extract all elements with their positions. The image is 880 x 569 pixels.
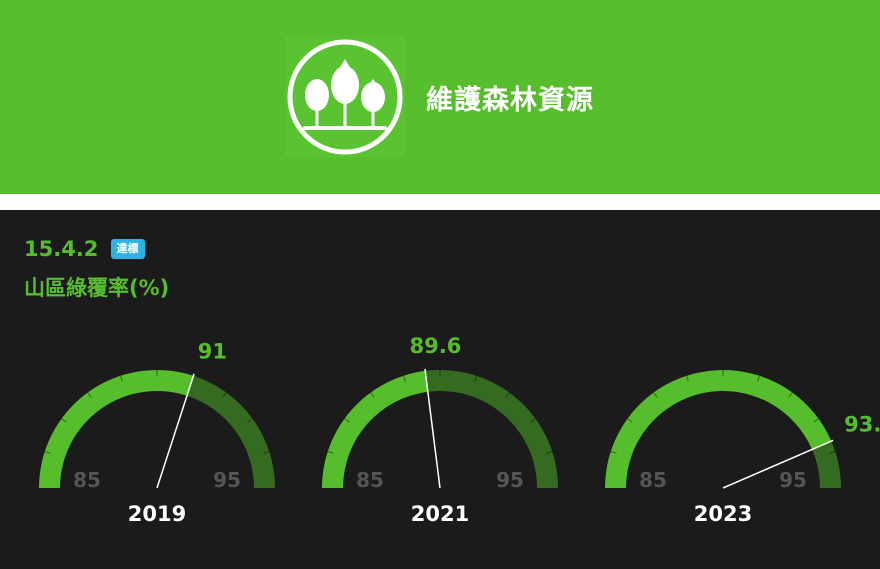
gauge-remainder-2021: [425, 370, 558, 488]
indicator-name: 山區綠覆率(%): [24, 276, 170, 300]
gauge-min-label: 85: [639, 468, 667, 492]
header-banner: 維護森林資源: [0, 0, 880, 194]
gauge-needle-2019: [156, 373, 195, 489]
status-badge: 達標: [110, 239, 145, 259]
gauge-min-label: 85: [73, 468, 101, 492]
gauge-tick: [829, 451, 836, 454]
gauge-tick: [505, 392, 510, 398]
gauge-min-label: 85: [356, 468, 384, 492]
gauge-tick: [120, 375, 123, 382]
gauge-tick: [247, 418, 253, 423]
gauge-tick: [686, 375, 689, 382]
gauge-remainder-2019: [186, 375, 275, 488]
gauge-fill-2023: [605, 370, 832, 488]
indicator-panel: 15.4.2 達標 山區綠覆率(%) 91 85 95 2019 89.6 85 95 202…: [0, 210, 880, 569]
gauge-year-label-2019: 2019: [128, 502, 186, 526]
gauge-tick: [344, 418, 350, 423]
gauge-tick: [610, 451, 617, 454]
gauge-year-label-2021: 2021: [411, 502, 469, 526]
gauge-value-label-2021: 89.6: [410, 335, 462, 358]
gauge-value-label-2019: 91: [198, 339, 227, 363]
gauge-fill-2019: [39, 370, 194, 488]
gauge-tick: [263, 451, 270, 454]
gauge-tick: [370, 392, 375, 398]
gauge-tick: [222, 392, 227, 398]
gauge-tick: [403, 375, 406, 382]
gauge-year-label-2023: 2023: [694, 502, 752, 526]
gauge-needle-2021: [424, 368, 441, 489]
indicator-heading: 15.4.2 達標: [24, 237, 145, 265]
gauge-tick: [813, 418, 819, 423]
gauge-tick: [546, 451, 553, 454]
gauge-tick: [530, 418, 536, 423]
header-title: 維護森林資源: [426, 85, 594, 116]
gauge-max-label: 95: [496, 468, 524, 492]
gauge-tick: [327, 451, 334, 454]
gauge-tick: [788, 392, 793, 398]
gauge-tick: [44, 451, 51, 454]
gauge-tick: [61, 418, 67, 423]
gauge-max-label: 95: [779, 468, 807, 492]
gauge-tick: [87, 392, 92, 398]
gauge-fill-2021: [322, 370, 428, 488]
indicator-code: 15.4.2: [24, 237, 99, 261]
forest-trees-icon: [285, 37, 405, 157]
gauge-tick: [757, 375, 760, 382]
gauge-max-label: 95: [213, 468, 241, 492]
gauge-needle-2023: [722, 439, 834, 489]
gauge-value-label-2023: 93.7: [844, 413, 880, 437]
gauge-tick: [627, 418, 633, 423]
gauge-remainder-2023: [812, 441, 841, 488]
gauge-tick: [653, 392, 658, 398]
gauge-chart: 91 85 95 2019 89.6 85 95 2021 93.7 85 95 2023: [0, 335, 880, 569]
gauge-tick: [474, 375, 477, 382]
